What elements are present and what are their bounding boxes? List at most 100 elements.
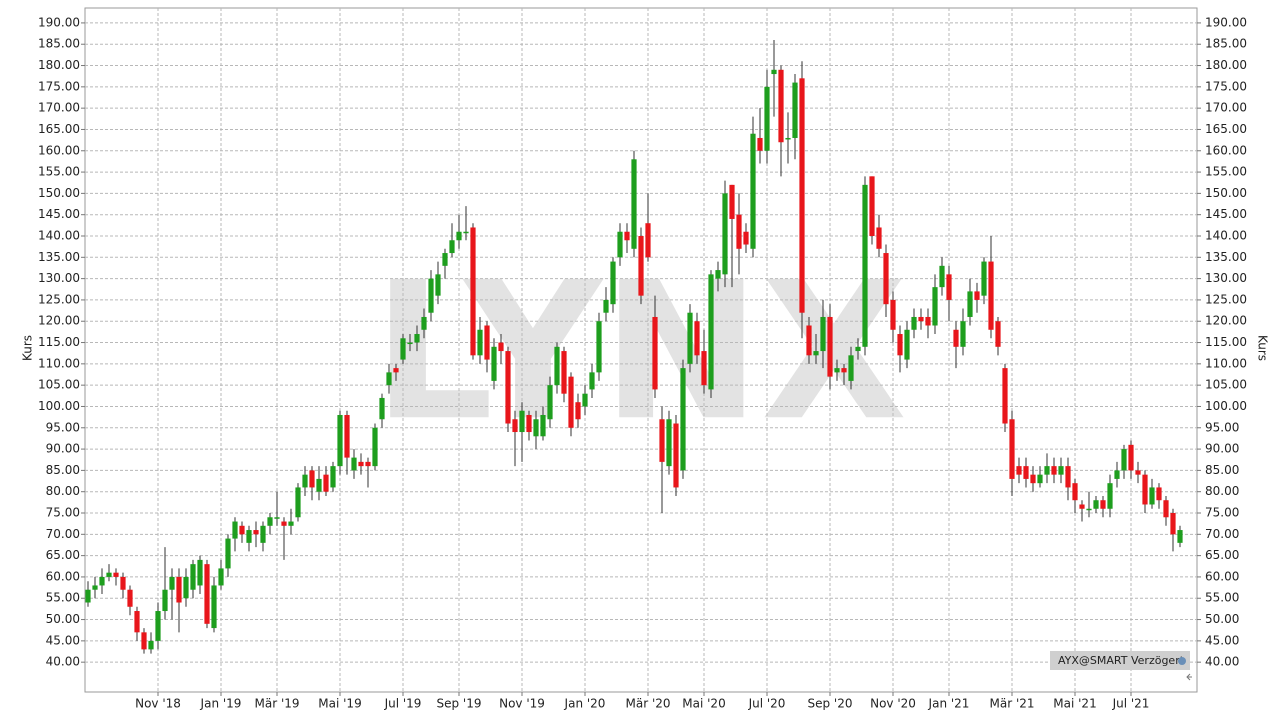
y2-tick-label: 75.00 bbox=[1205, 506, 1239, 520]
candle-body bbox=[1107, 483, 1113, 509]
y-tick-label: 190.00 bbox=[38, 15, 80, 29]
y2-tick-label: 60.00 bbox=[1205, 569, 1239, 583]
candle-body bbox=[1100, 500, 1106, 509]
candle-body bbox=[799, 78, 805, 313]
candle-body bbox=[988, 261, 994, 330]
y2-tick-label: 170.00 bbox=[1205, 101, 1247, 115]
candle-body bbox=[876, 227, 882, 249]
candle-body bbox=[743, 231, 749, 245]
y-tick-label: 125.00 bbox=[38, 292, 80, 306]
x-tick-label: Jul '21 bbox=[1112, 697, 1150, 711]
candle-body bbox=[239, 525, 245, 535]
candle-body bbox=[1121, 449, 1127, 471]
candle-body bbox=[624, 231, 630, 241]
candle-body bbox=[246, 530, 252, 543]
candle-body bbox=[974, 291, 980, 300]
candle-body bbox=[659, 419, 665, 462]
candle-body bbox=[442, 253, 448, 266]
candle-body bbox=[505, 351, 511, 424]
candle-body bbox=[1114, 470, 1120, 479]
candle-body bbox=[617, 231, 623, 258]
x-tick-label: Mai '20 bbox=[682, 697, 725, 711]
candle-body bbox=[470, 227, 476, 356]
candle-body bbox=[1093, 500, 1099, 509]
candle-body bbox=[421, 316, 427, 330]
candle-body bbox=[337, 414, 343, 467]
y-tick-label: 130.00 bbox=[38, 271, 80, 285]
candle-body bbox=[561, 351, 567, 394]
candle-body bbox=[526, 414, 532, 433]
candle-body bbox=[1044, 466, 1050, 475]
y2-tick-label: 160.00 bbox=[1205, 143, 1247, 157]
candle-body bbox=[330, 466, 336, 488]
x-tick-label: Mai '21 bbox=[1053, 697, 1096, 711]
x-tick-label: Sep '19 bbox=[437, 697, 482, 711]
candle-body bbox=[1135, 470, 1141, 475]
x-tick-label: Mai '19 bbox=[318, 697, 361, 711]
candle-body bbox=[596, 321, 602, 373]
candle-body bbox=[708, 274, 714, 390]
y-tick-label: 60.00 bbox=[46, 569, 80, 583]
y-tick-label: 105.00 bbox=[38, 378, 80, 392]
candle-body bbox=[316, 478, 322, 492]
candle-body bbox=[323, 474, 329, 492]
candle-body bbox=[1079, 504, 1085, 509]
candle-body bbox=[379, 397, 385, 420]
candle-body bbox=[141, 632, 147, 650]
candle-body bbox=[302, 474, 308, 488]
candle-layer bbox=[85, 39, 1183, 654]
y-tick-label: 55.00 bbox=[46, 591, 80, 605]
y2-tick-label: 80.00 bbox=[1205, 484, 1239, 498]
candle-body bbox=[519, 410, 525, 433]
candle-body bbox=[848, 355, 854, 381]
y2-tick-label: 125.00 bbox=[1205, 292, 1247, 306]
candle-body bbox=[498, 342, 504, 352]
candle-body bbox=[540, 414, 546, 437]
candle-body bbox=[351, 457, 357, 471]
candle-body bbox=[960, 321, 966, 347]
x-tick-label: Nov '19 bbox=[499, 697, 545, 711]
candle-body bbox=[729, 184, 735, 219]
y2-tick-label: 120.00 bbox=[1205, 314, 1247, 328]
grid-layer bbox=[81, 8, 1201, 696]
candle-body bbox=[85, 589, 91, 603]
candle-body bbox=[253, 530, 259, 535]
candle-body bbox=[862, 184, 868, 347]
candle-body bbox=[120, 576, 126, 590]
candle-body bbox=[428, 278, 434, 313]
candle-body bbox=[190, 564, 196, 590]
y-tick-label: 85.00 bbox=[46, 463, 80, 477]
y2-tick-label: 155.00 bbox=[1205, 165, 1247, 179]
legend-text: AYX@SMART Verzögert bbox=[1058, 654, 1185, 667]
x-tick-label: Nov '18 bbox=[135, 697, 181, 711]
x-tick-label: Jan '20 bbox=[564, 697, 606, 711]
candle-body bbox=[274, 517, 280, 519]
candle-body bbox=[148, 640, 154, 650]
y-axis-title: Kurs bbox=[21, 335, 35, 361]
candle-body bbox=[1009, 419, 1015, 479]
y2-tick-label: 115.00 bbox=[1205, 335, 1247, 349]
candle-body bbox=[456, 231, 462, 241]
candle-body bbox=[680, 368, 686, 471]
y2-tick-label: 45.00 bbox=[1205, 633, 1239, 647]
x-tick-label: Mär '19 bbox=[254, 697, 299, 711]
candle-body bbox=[722, 193, 728, 275]
y-tick-label: 45.00 bbox=[46, 633, 80, 647]
candle-body bbox=[309, 470, 315, 488]
candle-body bbox=[967, 291, 973, 317]
candle-body bbox=[260, 525, 266, 543]
y2-tick-label: 55.00 bbox=[1205, 591, 1239, 605]
candle-body bbox=[820, 316, 826, 352]
candle-body bbox=[1163, 500, 1169, 518]
candle-body bbox=[869, 176, 875, 236]
candle-body bbox=[1023, 466, 1029, 479]
y2-tick-label: 165.00 bbox=[1205, 122, 1247, 136]
y-tick-label: 115.00 bbox=[38, 335, 80, 349]
candle-body bbox=[589, 372, 595, 390]
y2-tick-label: 180.00 bbox=[1205, 58, 1247, 72]
candle-body bbox=[652, 316, 658, 390]
x-tick-label: Mär '21 bbox=[989, 697, 1034, 711]
y-tick-label: 120.00 bbox=[38, 314, 80, 328]
y-tick-label: 165.00 bbox=[38, 122, 80, 136]
candle-body bbox=[883, 253, 889, 305]
